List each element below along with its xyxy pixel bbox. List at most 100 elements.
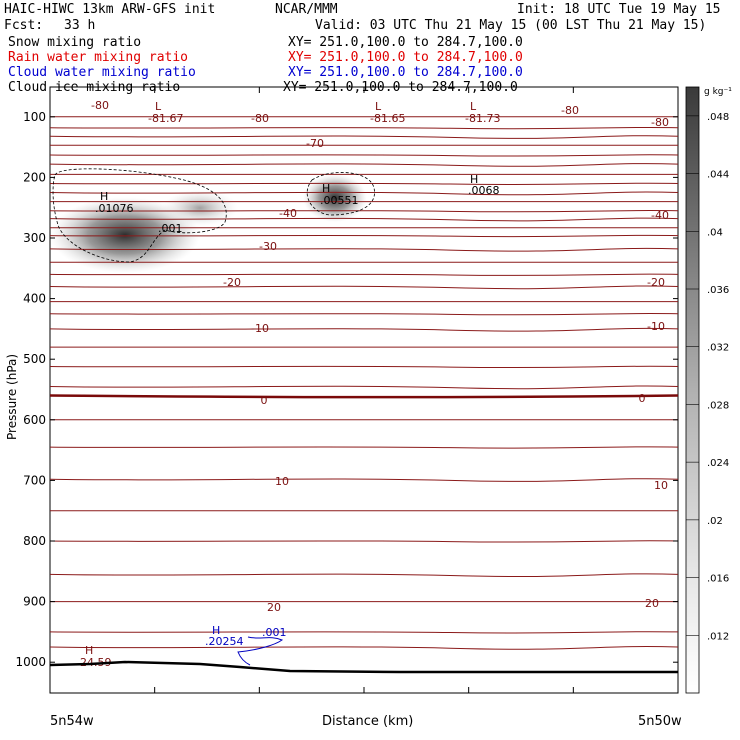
isotherm-line <box>49 285 679 290</box>
y-tick-label: 200 <box>23 170 46 184</box>
isotherm-line <box>49 191 679 196</box>
isotherm-line <box>49 631 679 634</box>
model-title: HAIC-HIWC 13km ARW-GFS init <box>4 2 216 17</box>
extremum-type: L <box>470 100 477 113</box>
y-tick-label: 700 <box>23 473 46 487</box>
isotherm-line <box>49 163 679 167</box>
terrain-line <box>49 660 678 674</box>
field-cloudwater-name: Cloud water mixing ratio <box>8 65 196 80</box>
colorbar-tick-label: .028 <box>707 400 729 411</box>
colorbar-tick-label: .024 <box>707 458 729 469</box>
extremum-value: -81.67 <box>148 112 183 125</box>
isotherm-label: -40 <box>651 209 669 222</box>
isotherm-label: -20 <box>647 276 665 289</box>
isotherm-line <box>49 385 679 390</box>
org-label: NCAR/MMM <box>275 2 338 17</box>
y-tick-label: 500 <box>23 352 46 366</box>
forecast-hours: 33 h <box>64 18 96 33</box>
temperature-contours <box>49 116 679 650</box>
extremum-type: H <box>322 182 330 195</box>
x-axis-title: Distance (km) <box>322 714 413 729</box>
extremum-type: H <box>85 644 93 657</box>
extremum-value: -81.73 <box>465 112 500 125</box>
isotherm-label: -40 <box>279 207 297 220</box>
init-time: Init: 18 UTC Tue 19 May 15 <box>517 2 721 17</box>
extremum-value: -81.65 <box>370 112 405 125</box>
y-tick-label: 600 <box>23 413 46 427</box>
cloud-water-contour-label: .001 <box>262 626 287 639</box>
mixing-ratio-shading <box>50 174 367 273</box>
colorbar-tick-label: .032 <box>707 343 729 354</box>
isotherm-line <box>49 126 679 130</box>
extremum-type: L <box>155 100 162 113</box>
isotherm-label: 10 <box>654 479 668 492</box>
isotherm-line <box>49 209 679 213</box>
y-tick-label: 100 <box>23 110 46 124</box>
isotherm-line <box>49 646 679 650</box>
isotherm-line <box>49 313 679 316</box>
isotherm-label: 0 <box>261 394 268 407</box>
colorbar-tick-label: .016 <box>707 574 729 585</box>
isotherm-line <box>49 540 679 543</box>
isotherm-line <box>49 182 679 186</box>
x-start-label: 5n54w <box>50 714 94 729</box>
isotherm-line <box>49 154 679 157</box>
y-tick-label: 300 <box>23 231 46 245</box>
isotherm-line <box>49 234 679 238</box>
field-snow-name: Snow mixing ratio <box>8 35 142 50</box>
colorbar-unit: g kg⁻¹ <box>704 87 732 97</box>
y-tick-label: 900 <box>23 595 46 609</box>
x-end-label: 5n50w <box>638 714 682 729</box>
colorbar-tick-label: .012 <box>707 631 729 642</box>
extremum-value: .01076 <box>95 202 134 215</box>
field-rain-name: Rain water mixing ratio <box>8 50 189 65</box>
isotherm-label: -80 <box>561 104 579 117</box>
isotherm-line <box>49 573 679 578</box>
colorbar-tick-label: .036 <box>707 285 729 296</box>
freezing-level-line <box>49 394 679 399</box>
extremum-type: H <box>100 190 108 203</box>
isotherm-label: -80 <box>251 112 269 125</box>
isotherm-line <box>49 446 679 449</box>
isotherm-line <box>49 273 679 276</box>
isotherm-label: -30 <box>259 240 277 253</box>
isotherm-label: 10 <box>275 475 289 488</box>
y-tick-label: 400 <box>23 292 46 306</box>
y-axis-title: Pressure (hPa) <box>5 354 19 440</box>
extremum-type: L <box>375 100 382 113</box>
y-tick-label: 1000 <box>15 655 46 669</box>
colorbar-tick-label: .02 <box>707 516 723 527</box>
isotherm-label: -10 <box>251 322 269 335</box>
colorbar-tick-label: .044 <box>707 170 729 181</box>
extremum-type: H <box>212 624 220 637</box>
y-tick-label: 800 <box>23 534 46 548</box>
isotherm-line <box>49 217 679 222</box>
x-axis <box>49 87 679 693</box>
contour-labels: -80 -80 -80 -80 -70 -40 -40 -30 -20 -20 -10 -10 0 0 10… <box>80 99 669 669</box>
ice-contours <box>52 168 375 263</box>
isotherm-label: 20 <box>267 601 281 614</box>
isotherm-line <box>49 478 679 482</box>
isotherm-label: -80 <box>651 116 669 129</box>
extremum-type: H <box>470 173 478 186</box>
extremum-value: .00551 <box>320 194 359 207</box>
isotherm-line <box>49 247 679 252</box>
isotherm-label: -80 <box>91 99 109 112</box>
cloud-water-contour <box>237 636 284 666</box>
extremum-value: .0068 <box>468 184 500 197</box>
colorbar-tick-label: .04 <box>707 227 723 238</box>
isotherm-line <box>49 365 679 369</box>
isotherm-line <box>49 327 679 332</box>
valid-time: Valid: 03 UTC Thu 21 May 15 (00 LST Thu … <box>315 18 707 33</box>
extremum-value: .20254 <box>205 635 244 648</box>
colorbar: .012 .016 .02 .024 .028 .032 .036 .04 .044 .048 g… <box>685 86 732 694</box>
field-snow-xy: XY= 251.0,100.0 to 284.7,100.0 <box>288 35 523 50</box>
field-rain-xy: XY= 251.0,100.0 to 284.7,100.0 <box>288 50 523 65</box>
isotherm-label: 20 <box>645 597 659 610</box>
forecast-label: Fcst: <box>4 18 44 33</box>
isotherm-label: 0 <box>639 392 646 405</box>
field-cloudwater-xy: XY= 251.0,100.0 to 284.7,100.0 <box>288 65 523 80</box>
isotherm-line <box>49 135 679 139</box>
